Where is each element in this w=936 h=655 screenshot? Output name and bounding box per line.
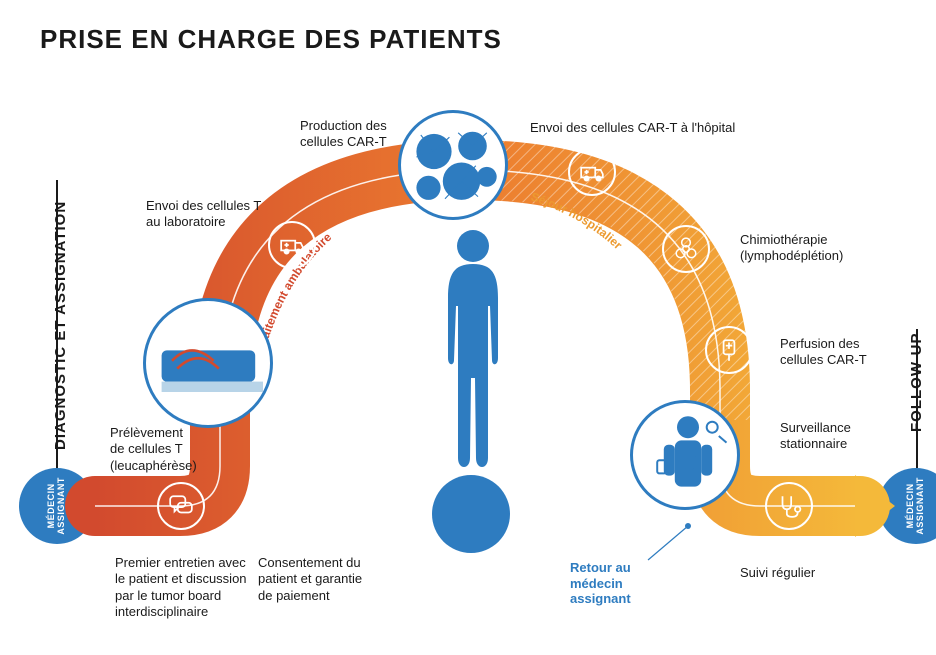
chat-icon — [157, 482, 205, 530]
leukapheresis-icon — [143, 298, 273, 428]
return-label: Retour aumédecinassignant — [570, 560, 631, 607]
monitoring-icon — [630, 400, 740, 510]
iv-bag-icon — [705, 326, 753, 374]
stethoscope-icon — [765, 482, 813, 530]
step5-label: Production descellules CAR-T — [300, 118, 410, 151]
step8-label: Perfusion descellules CAR-T — [780, 336, 890, 369]
biohazard-icon — [662, 225, 710, 273]
step1-label: Premier entretien avecle patient et disc… — [115, 555, 255, 620]
pedestal — [432, 475, 510, 553]
step6-label: Envoi des cellules CAR-T à l'hôpital — [530, 120, 770, 136]
step7-label: Chimiothérapie(lymphodéplétion) — [740, 232, 870, 265]
document-icon — [248, 482, 296, 530]
step9-label: Surveillancestationnaire — [780, 420, 890, 453]
human-icon — [438, 228, 508, 478]
ambulance-icon-2 — [568, 148, 616, 196]
step2-label: Consentement dupatient et garantiede pai… — [258, 555, 388, 604]
cells-icon — [398, 110, 508, 220]
step4-label: Envoi des cellules Tau laboratoire — [146, 198, 276, 231]
step10-label: Suivi régulier — [740, 565, 850, 581]
step3-label: Prélèvementde cellules T(leucaphérèse) — [110, 425, 210, 474]
